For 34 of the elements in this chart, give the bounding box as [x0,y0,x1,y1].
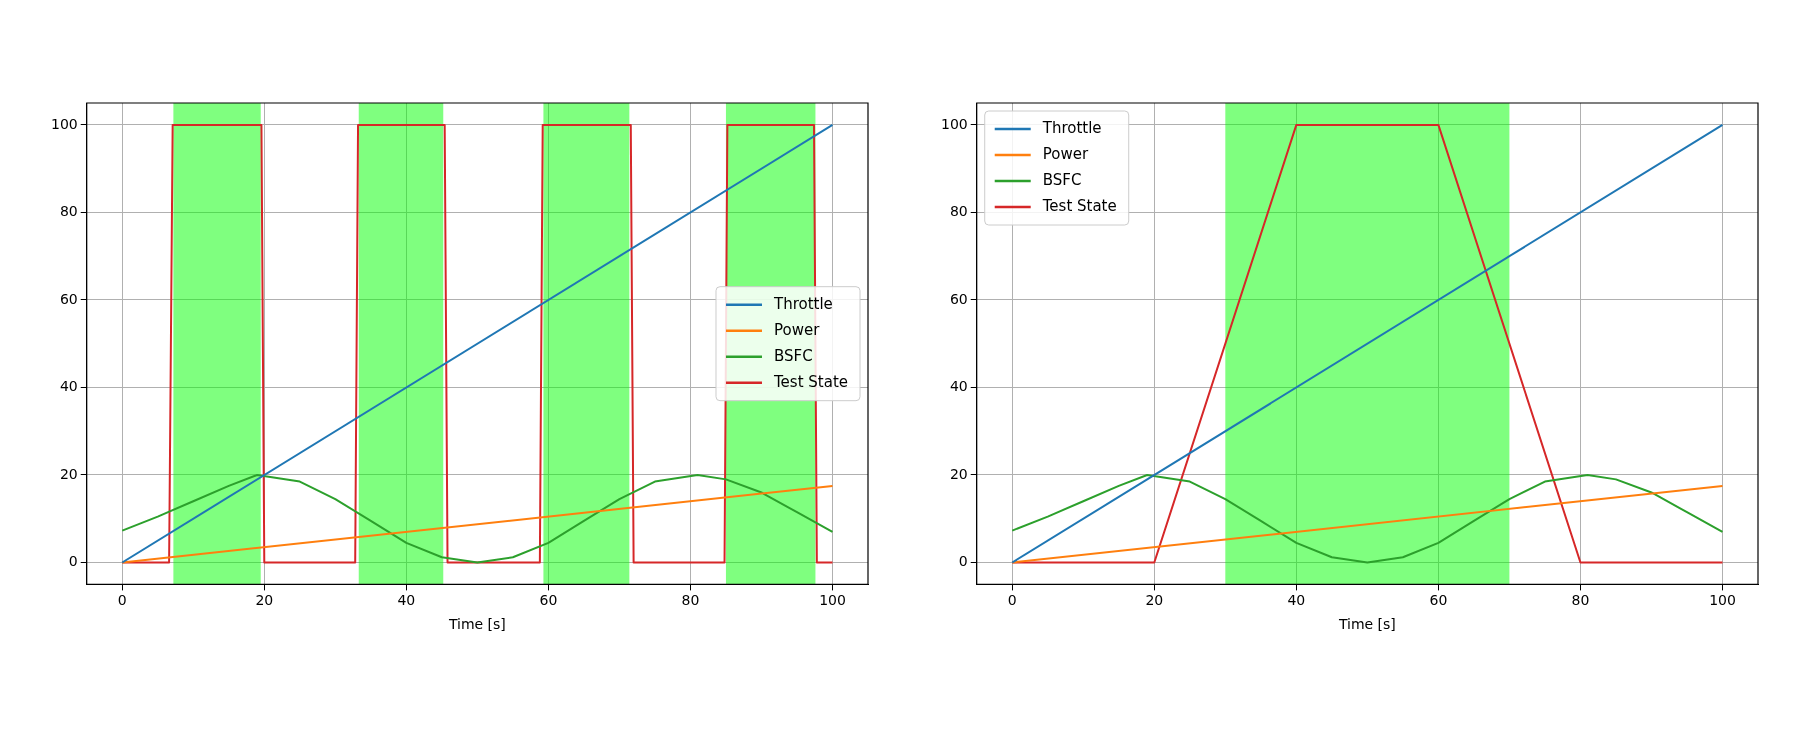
y-tick-label: 100 [940,115,968,132]
x-tick-label: 60 [539,592,558,609]
x-tick-label: 20 [1145,592,1164,609]
x-tick-label: 0 [117,592,127,609]
y-tick-label: 60 [59,290,78,307]
x-tick-label: 80 [681,592,700,609]
y-tick-label: 0 [958,553,968,570]
y-tick-label: 40 [949,378,968,395]
x-axis-title: Time [s] [447,616,506,633]
y-tick-label: 40 [59,378,78,395]
legend-label: Power [1042,144,1089,163]
y-tick-label: 100 [50,115,78,132]
legend-label: BSFC [1042,170,1082,189]
y-tick-label: 80 [949,203,968,220]
x-tick-label: 40 [1287,592,1306,609]
x-tick-label: 40 [397,592,416,609]
y-tick-label: 20 [949,465,968,482]
legend-label: Throttle [772,294,833,313]
y-tick-label: 20 [59,465,78,482]
x-tick-label: 100 [819,592,846,609]
legend-label: Power [773,320,821,339]
x-tick-label: 100 [1709,592,1736,609]
x-tick-label: 0 [1007,592,1017,609]
x-axis-title: Time [s] [1337,616,1396,633]
y-tick-label: 0 [68,553,78,570]
y-tick-label: 80 [59,203,78,220]
x-tick-label: 80 [1571,592,1590,609]
legend-label: Test State [1041,196,1117,215]
legend-label: Test State [772,372,848,391]
y-tick-label: 60 [949,290,968,307]
legend-label: BSFC [773,346,813,365]
x-tick-label: 60 [1429,592,1448,609]
x-tick-label: 20 [255,592,274,609]
legend-label: Throttle [1041,118,1102,137]
